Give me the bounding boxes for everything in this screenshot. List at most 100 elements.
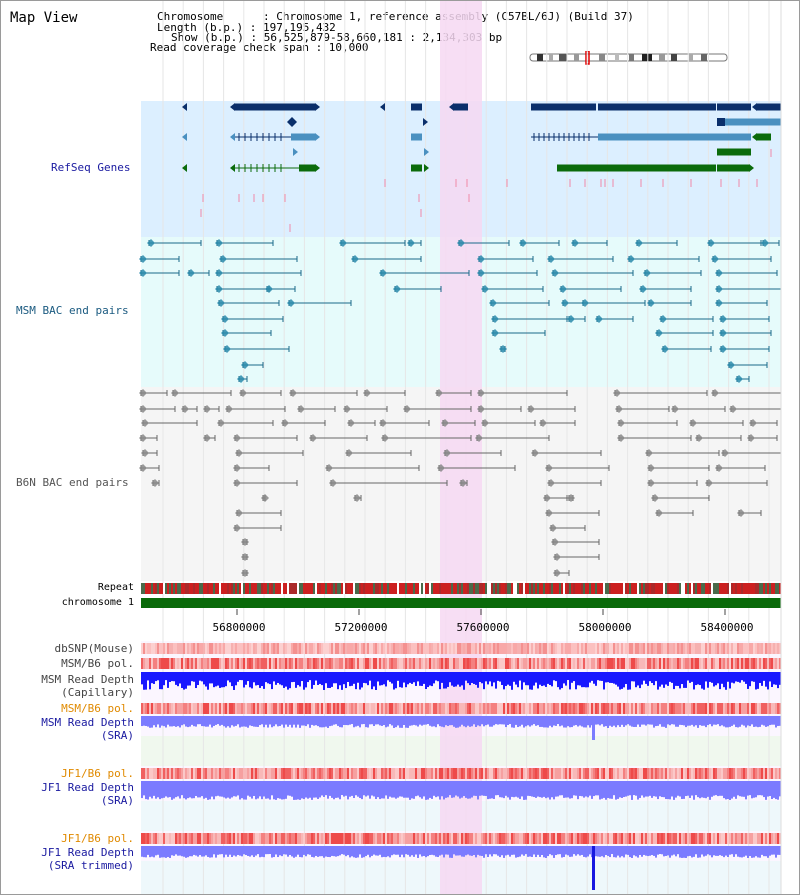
track-label-jf1-b6-pol-1: JF1/B6 pol. — [61, 767, 134, 780]
repeat-segment — [239, 583, 241, 594]
jf1-sra-depth-bar — [447, 781, 449, 798]
b6n-bac-marker — [343, 405, 351, 413]
jf1-b6-pol-heat-cell — [333, 768, 335, 779]
jf1-sra-depth-bar — [679, 781, 681, 797]
jf1-b6-pol-heat-cell — [471, 768, 473, 779]
jf1-trim-depth-bar — [575, 846, 577, 856]
msm-capillary-depth-bar — [387, 672, 389, 681]
jf1-b6-pol-heat-cell — [461, 833, 463, 844]
jf1-b6-pol-heat-cell — [367, 768, 369, 779]
jf1-sra-depth-bar — [407, 781, 409, 798]
msm-b6-pol-heat-cell — [733, 658, 735, 669]
jf1-sra-depth-bar — [697, 781, 699, 798]
repeat-segment — [441, 583, 443, 594]
jf1-b6-pol-heat-cell — [531, 833, 533, 844]
b6n-bac-marker — [353, 494, 361, 502]
msm-bac-marker — [217, 299, 225, 307]
msm-b6-pol-heat-cell — [699, 703, 701, 714]
jf1-sra-depth-bar — [665, 781, 667, 800]
msm-sra-depth-bar — [687, 716, 689, 726]
b6n-bac-marker — [551, 538, 559, 546]
jf1-b6-pol-heat-cell — [215, 768, 217, 779]
jf1-b6-pol-heat-cell — [415, 833, 417, 844]
track-label-b6n-bac[interactable]: B6N BAC end pairs — [16, 476, 129, 489]
highlight-region — [440, 1, 482, 894]
jf1-b6-pol-heat-cell — [343, 833, 345, 844]
jf1-b6-pol-heat-cell — [585, 768, 587, 779]
dbsnp-heat-cell — [241, 643, 243, 654]
msm-b6-pol-heat-cell — [365, 658, 367, 669]
track-label-refseq[interactable]: RefSeq Genes — [51, 161, 131, 174]
jf1-sra-depth-bar — [145, 781, 147, 800]
jf1-b6-pol-heat-cell — [685, 768, 687, 779]
jf1-b6-pol-heat-cell — [435, 768, 437, 779]
msm-b6-pol-heat-cell — [175, 658, 177, 669]
jf1-trim-depth-bar — [361, 846, 363, 858]
msm-capillary-depth-bar — [591, 672, 593, 681]
jf1-b6-pol-heat-cell — [541, 768, 543, 779]
dbsnp-heat-cell — [525, 643, 527, 654]
repeat-segment — [319, 583, 321, 594]
jf1-b6-pol-heat-cell — [307, 833, 309, 844]
msm-sra-depth-bar — [333, 716, 335, 725]
jf1-b6-pol-heat-cell — [749, 833, 751, 844]
jf1-sra-depth-bar — [751, 781, 753, 799]
jf1-sra-depth-bar — [725, 781, 727, 800]
msm-capillary-depth-bar — [167, 672, 169, 688]
msm-b6-pol-heat-cell — [691, 703, 693, 714]
jf1-trim-depth-bar — [441, 846, 443, 855]
jf1-b6-pol-heat-cell — [759, 768, 761, 779]
jf1-sra-depth-bar — [443, 781, 445, 800]
jf1-b6-pol-heat-cell — [511, 768, 513, 779]
jf1-b6-pol-heat-cell — [347, 768, 349, 779]
msm-b6-pol-heat-cell — [205, 658, 207, 669]
b6n-bac-marker — [689, 419, 697, 427]
jf1-trim-depth-bar — [189, 846, 191, 857]
jf1-sra-depth-bar — [165, 781, 167, 797]
jf1-b6-pol-heat-cell — [581, 768, 583, 779]
jf1-b6-pol-heat-cell — [467, 833, 469, 844]
jf1-b6-pol-heat-cell — [273, 768, 275, 779]
jf1-b6-pol-heat-cell — [519, 768, 521, 779]
msm-sra-depth-bar — [493, 716, 495, 726]
jf1-b6-pol-heat-cell — [265, 833, 267, 844]
chromosome-ideogram[interactable] — [529, 51, 729, 65]
msm-sra-depth-bar — [171, 716, 173, 727]
dbsnp-heat-cell — [773, 643, 775, 654]
jf1-b6-pol-heat-cell — [605, 768, 607, 779]
gene-arrow — [230, 103, 235, 111]
msm-sra-depth-bar — [627, 716, 629, 725]
jf1-b6-pol-heat-cell — [315, 833, 317, 844]
repeat-segment — [469, 583, 471, 594]
msm-sra-depth-bar — [555, 716, 557, 726]
dbsnp-heat-cell — [239, 643, 241, 654]
jf1-b6-pol-heat-cell — [653, 768, 655, 779]
msm-sra-depth-bar — [523, 716, 525, 728]
jf1-sra-depth-bar — [559, 781, 561, 796]
msm-capillary-depth-bar — [415, 672, 417, 686]
msm-b6-pol-heat-cell — [345, 703, 347, 714]
jf1-trim-depth-bar — [775, 846, 777, 858]
jf1-b6-pol-heat-cell — [715, 833, 717, 844]
jf1-sra-depth-bar — [705, 781, 707, 799]
msm-sra-depth-bar — [285, 716, 287, 725]
msm-capillary-depth-bar — [491, 672, 493, 687]
msm-capillary-depth-bar — [519, 672, 521, 681]
msm-capillary-depth-bar — [565, 672, 567, 686]
msm-b6-pol-heat-cell — [419, 658, 421, 669]
msm-b6-pol-heat-cell — [477, 703, 479, 714]
jf1-b6-pol-heat-cell — [631, 768, 633, 779]
jf1-trim-depth-bar — [307, 846, 309, 855]
jf1-trim-depth-bar — [229, 846, 231, 855]
dbsnp-heat-cell — [667, 643, 669, 654]
track-label-msm-bac[interactable]: MSM BAC end pairs — [16, 304, 129, 317]
msm-sra-depth-bar — [263, 716, 265, 728]
jf1-trim-depth-bar — [445, 846, 447, 855]
dbsnp-heat-cell — [225, 643, 227, 654]
msm-sra-depth-bar — [659, 716, 661, 725]
msm-b6-pol-heat-cell — [373, 658, 375, 669]
jf1-sra-depth-bar — [143, 781, 145, 796]
msm-sra-depth-bar — [469, 716, 471, 727]
msm-sra-depth-bar — [559, 716, 561, 727]
